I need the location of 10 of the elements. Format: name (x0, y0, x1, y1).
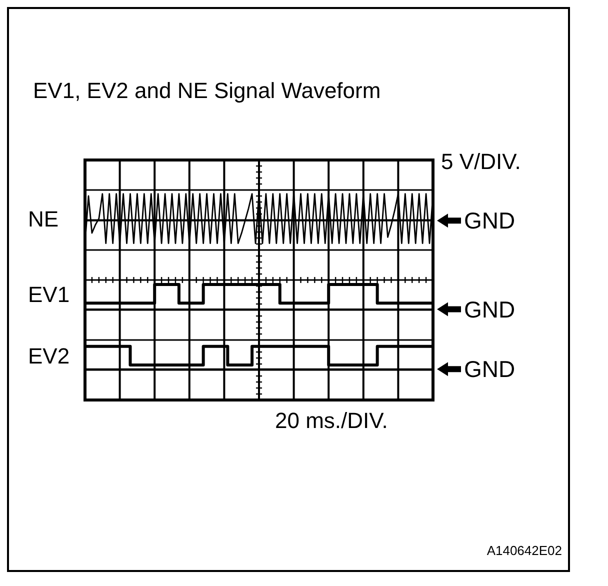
ref-line-label: GND (464, 296, 516, 322)
series-label: NE (28, 206, 59, 232)
text: 20 ms./DIV. (275, 408, 388, 433)
text: 5 V/DIV. (441, 149, 521, 174)
chart-title: EV1, EV2 and NE Signal Waveform (33, 78, 381, 103)
series-label: EV2 (28, 344, 70, 369)
ref-line-label: GND (464, 356, 516, 382)
text: A140642E02 (486, 543, 562, 558)
series-label: EV1 (28, 282, 70, 307)
ref-line-label: GND (464, 208, 516, 234)
